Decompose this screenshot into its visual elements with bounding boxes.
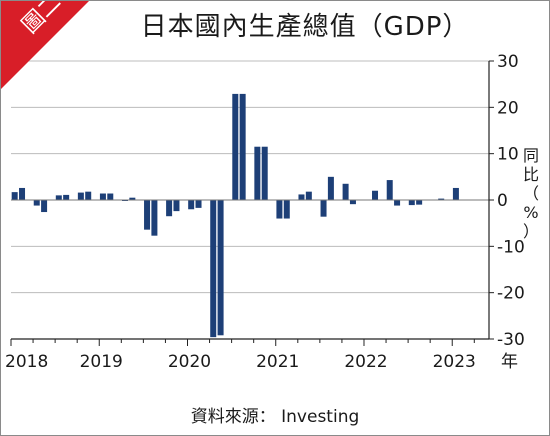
bar [63, 194, 70, 200]
bar [416, 200, 423, 205]
y-tick-label: -30 [497, 330, 525, 350]
y-tick-label: 0 [497, 191, 508, 211]
bar [394, 200, 401, 206]
bar [195, 200, 202, 208]
bar [232, 93, 239, 200]
bar [239, 93, 246, 200]
bar [19, 187, 26, 200]
bar [107, 193, 114, 200]
bar [11, 192, 18, 200]
bar [173, 200, 180, 212]
x-axis-unit: 年 [501, 352, 518, 372]
y-tick-label: 10 [497, 145, 519, 165]
bar [254, 146, 261, 200]
y-tick-label: 30 [497, 52, 519, 72]
bar [452, 187, 459, 200]
bar [320, 200, 327, 217]
bar [188, 200, 195, 210]
bar [327, 176, 334, 200]
x-tick-label: 2018 [5, 352, 48, 372]
x-tick-label: 2019 [80, 352, 123, 372]
bar [85, 191, 92, 200]
x-tick-label: 2023 [433, 352, 476, 372]
bar [408, 200, 415, 206]
y-tick-label: -20 [497, 284, 525, 304]
x-tick-label: 2020 [168, 352, 211, 372]
bar [151, 200, 158, 236]
bar [305, 191, 312, 200]
bar [144, 200, 151, 230]
bar [372, 190, 379, 200]
bar [99, 193, 106, 200]
bar [276, 200, 283, 219]
bar [33, 200, 40, 206]
bar [166, 200, 173, 217]
bar [283, 200, 290, 219]
y-tick-label: -10 [497, 237, 525, 257]
x-tick-label: 2021 [256, 352, 299, 372]
bar [261, 146, 268, 200]
bar [77, 192, 84, 200]
x-tick-label: 2022 [344, 352, 387, 372]
bar [349, 200, 356, 205]
y-axis-label: 同比（%） [523, 146, 539, 241]
bar [386, 180, 393, 200]
chart-title: 日本國內生產總值（GDP） [140, 12, 470, 42]
bar [41, 200, 48, 213]
bar [129, 197, 136, 200]
bar [217, 200, 224, 336]
bar [342, 183, 349, 200]
source-caption: 資料來源： Investing [190, 407, 360, 427]
bar [210, 200, 217, 338]
bar [298, 194, 305, 200]
y-tick-label: 20 [497, 98, 519, 118]
bar [438, 198, 445, 200]
bar [55, 195, 62, 200]
